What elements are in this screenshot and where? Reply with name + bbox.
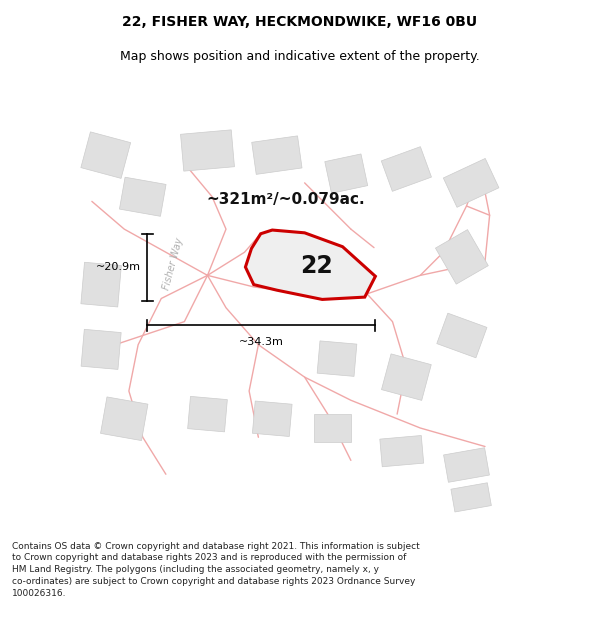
Polygon shape (188, 396, 227, 432)
Polygon shape (381, 147, 431, 191)
Polygon shape (451, 482, 491, 512)
Text: 22: 22 (300, 254, 332, 278)
Text: Contains OS data © Crown copyright and database right 2021. This information is : Contains OS data © Crown copyright and d… (12, 542, 420, 598)
Polygon shape (380, 436, 424, 467)
Polygon shape (382, 354, 431, 401)
Text: Map shows position and indicative extent of the property.: Map shows position and indicative extent… (120, 49, 480, 62)
Polygon shape (325, 154, 368, 193)
Polygon shape (81, 329, 121, 369)
Text: 22, FISHER WAY, HECKMONDWIKE, WF16 0BU: 22, FISHER WAY, HECKMONDWIKE, WF16 0BU (122, 14, 478, 29)
Text: ~34.3m: ~34.3m (239, 337, 284, 347)
Polygon shape (245, 230, 376, 299)
Polygon shape (314, 414, 351, 442)
Polygon shape (81, 132, 131, 178)
Polygon shape (181, 130, 235, 171)
Polygon shape (443, 448, 490, 482)
Polygon shape (81, 262, 121, 307)
Polygon shape (253, 401, 292, 436)
Text: Fisher Way: Fisher Way (161, 237, 185, 291)
Polygon shape (436, 229, 488, 284)
Polygon shape (252, 136, 302, 174)
Text: ~20.9m: ~20.9m (95, 262, 140, 272)
Polygon shape (101, 397, 148, 441)
Text: ~321m²/~0.079ac.: ~321m²/~0.079ac. (207, 191, 365, 206)
Polygon shape (119, 177, 166, 216)
Polygon shape (443, 158, 499, 208)
Polygon shape (437, 313, 487, 358)
Polygon shape (317, 341, 357, 376)
